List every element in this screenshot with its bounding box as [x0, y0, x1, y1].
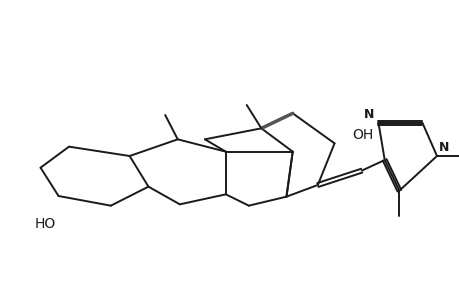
Text: N: N — [438, 141, 448, 154]
Text: OH: OH — [352, 128, 373, 142]
Text: N: N — [363, 108, 374, 121]
Text: HO: HO — [34, 217, 56, 231]
